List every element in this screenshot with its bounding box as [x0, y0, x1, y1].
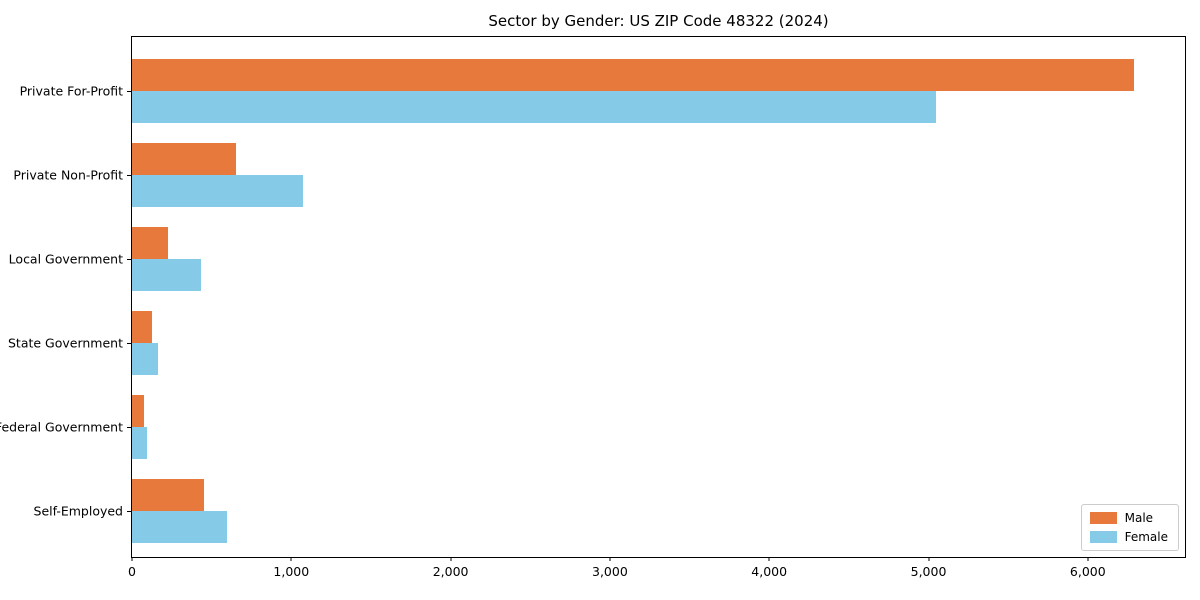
plot-area: Private For-Profit Private Non-Profit Loca…: [0, 36, 1186, 579]
female-color-swatch: [1089, 531, 1117, 543]
male-bar: [132, 59, 1135, 91]
bar-group: [132, 227, 1185, 291]
legend-entry-female: Female: [1089, 530, 1168, 544]
xtick-label: 4,000: [751, 564, 788, 579]
male-bar: [132, 143, 236, 175]
bar-group: [132, 479, 1185, 543]
male-color-swatch: [1089, 512, 1117, 524]
legend-entry-male: Male: [1089, 511, 1168, 525]
chart-title: Sector by Gender: US ZIP Code 48322 (202…: [488, 12, 829, 30]
bars-container: [132, 49, 1185, 553]
legend: Male Female: [1080, 504, 1179, 551]
bar-row: [132, 49, 1185, 133]
female-bar: [132, 511, 227, 543]
male-bar: [132, 227, 168, 259]
female-bar: [132, 259, 201, 291]
bar-row: [132, 385, 1185, 469]
xtick-mark: [928, 557, 930, 561]
ytick-mark: [127, 427, 131, 428]
xtick-label: 0: [128, 564, 136, 579]
bar-group: [132, 143, 1185, 207]
xtick-mark: [290, 557, 292, 561]
ytick-mark: [127, 175, 131, 176]
ytick-label: Self-Employed: [33, 503, 123, 519]
xtick-label: 5,000: [910, 564, 947, 579]
ytick-label: Private Non-Profit: [13, 167, 123, 183]
bar-group: [132, 311, 1185, 375]
ytick-label: Private For-Profit: [19, 83, 123, 99]
bar-row: [132, 301, 1185, 385]
ytick-label: Federal Government: [0, 419, 123, 435]
bar-row: [132, 469, 1185, 553]
xtick-mark: [1087, 557, 1089, 561]
female-bar: [132, 427, 148, 459]
ytick-mark: [127, 343, 131, 344]
ytick-mark: [127, 91, 131, 92]
ytick-label: Local Government: [8, 251, 123, 267]
bar-row: [132, 217, 1185, 301]
female-bar: [132, 175, 304, 207]
xtick-label: 2,000: [432, 564, 469, 579]
ytick-mark: [127, 511, 131, 512]
xtick-label: 6,000: [1069, 564, 1106, 579]
xtick-label: 1,000: [273, 564, 310, 579]
male-bar: [132, 395, 145, 427]
xtick-mark: [450, 557, 452, 561]
legend-label-male: Male: [1124, 511, 1154, 525]
bar-row: [132, 133, 1185, 217]
xtick-mark: [131, 557, 133, 561]
xtick-mark: [768, 557, 770, 561]
male-bar: [132, 479, 205, 511]
female-bar: [132, 343, 159, 375]
ytick-label: State Government: [7, 335, 123, 351]
legend-label-female: Female: [1124, 530, 1168, 544]
xtick-mark: [609, 557, 611, 561]
ytick-mark: [127, 259, 131, 260]
female-bar: [132, 91, 937, 123]
xtick-label: 3,000: [592, 564, 628, 579]
bar-group: [132, 395, 1185, 459]
male-bar: [132, 311, 152, 343]
bar-group: [132, 59, 1185, 123]
